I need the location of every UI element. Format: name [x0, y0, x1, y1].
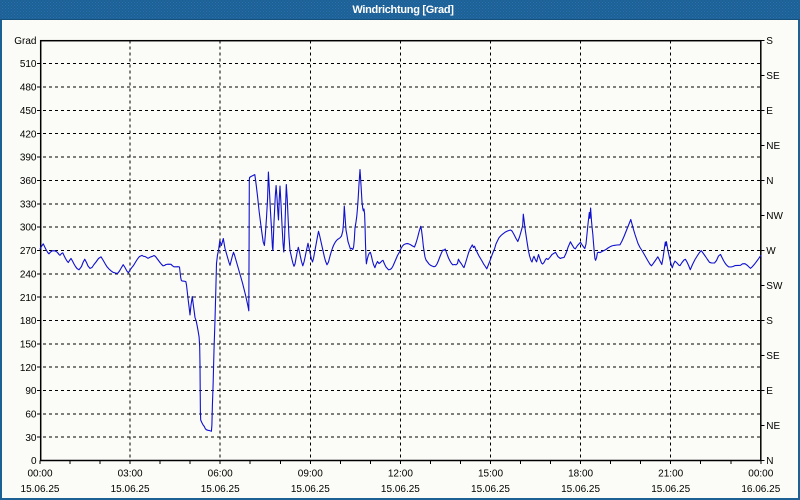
- svg-text:NW: NW: [766, 211, 783, 222]
- svg-text:E: E: [766, 106, 773, 117]
- svg-text:Grad: Grad: [14, 36, 36, 47]
- svg-text:S: S: [766, 316, 773, 327]
- svg-text:15.06.25: 15.06.25: [381, 484, 420, 495]
- svg-text:SE: SE: [766, 351, 780, 362]
- svg-text:300: 300: [20, 223, 37, 234]
- svg-text:16.06.25: 16.06.25: [741, 484, 780, 495]
- svg-text:15.06.25: 15.06.25: [561, 484, 600, 495]
- svg-text:00:00: 00:00: [748, 468, 773, 479]
- svg-text:15:00: 15:00: [478, 468, 503, 479]
- svg-text:W: W: [766, 246, 776, 257]
- svg-text:60: 60: [25, 410, 37, 421]
- svg-text:150: 150: [20, 340, 37, 351]
- svg-text:15.06.25: 15.06.25: [201, 484, 240, 495]
- svg-text:12:00: 12:00: [388, 468, 413, 479]
- svg-text:480: 480: [20, 83, 37, 94]
- svg-text:330: 330: [20, 199, 37, 210]
- svg-text:120: 120: [20, 363, 37, 374]
- svg-text:360: 360: [20, 176, 37, 187]
- svg-text:E: E: [766, 386, 773, 397]
- svg-text:420: 420: [20, 129, 37, 140]
- svg-text:510: 510: [20, 59, 37, 70]
- svg-text:240: 240: [20, 269, 37, 280]
- svg-text:450: 450: [20, 106, 37, 117]
- svg-text:00:00: 00:00: [27, 468, 52, 479]
- svg-text:06:00: 06:00: [208, 468, 233, 479]
- svg-text:30: 30: [25, 433, 37, 444]
- svg-text:390: 390: [20, 153, 37, 164]
- svg-text:0: 0: [31, 456, 37, 467]
- svg-text:21:00: 21:00: [658, 468, 683, 479]
- svg-text:N: N: [766, 456, 773, 467]
- svg-text:S: S: [766, 36, 773, 47]
- svg-text:270: 270: [20, 246, 37, 257]
- svg-text:SE: SE: [766, 71, 780, 82]
- svg-text:15.06.25: 15.06.25: [21, 484, 60, 495]
- svg-text:15.06.25: 15.06.25: [651, 484, 690, 495]
- svg-text:210: 210: [20, 293, 37, 304]
- svg-text:18:00: 18:00: [568, 468, 593, 479]
- svg-text:NE: NE: [766, 141, 780, 152]
- svg-text:03:00: 03:00: [118, 468, 143, 479]
- svg-text:15.06.25: 15.06.25: [471, 484, 510, 495]
- svg-text:SW: SW: [766, 281, 783, 292]
- svg-text:15.06.25: 15.06.25: [111, 484, 150, 495]
- svg-text:90: 90: [25, 386, 37, 397]
- svg-text:NE: NE: [766, 421, 780, 432]
- svg-text:180: 180: [20, 316, 37, 327]
- svg-text:N: N: [766, 176, 773, 187]
- svg-text:09:00: 09:00: [298, 468, 323, 479]
- svg-text:15.06.25: 15.06.25: [291, 484, 330, 495]
